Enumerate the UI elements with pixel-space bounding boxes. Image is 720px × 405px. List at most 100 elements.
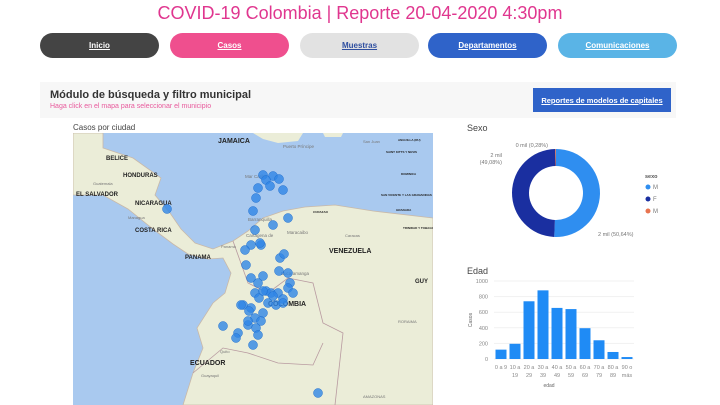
nav-button-inicio[interactable]: Inicio [40, 33, 159, 58]
map-label: Maracaibo [287, 230, 309, 235]
case-dot[interactable] [274, 266, 284, 276]
map-label: PANAMA [185, 255, 212, 261]
bar-60 a 69[interactable] [579, 328, 591, 359]
x-tick-label: 59 [568, 373, 574, 379]
capital-models-report-button[interactable]: Reportes de modelos de capitales [533, 88, 671, 112]
x-tick-label: 80 a [608, 365, 620, 371]
map-label: CURAZAO [313, 210, 329, 214]
bar-0 a 9[interactable] [495, 349, 507, 359]
nav-button-casos[interactable]: Casos [170, 33, 289, 58]
map-label: Bucaramanga [281, 271, 310, 276]
sex-donut-chart[interactable]: 2 mil (50,64%) 2 mil(49,08%) 0 mil (0,28%)… [460, 135, 720, 250]
panel-subtitle: Haga click en el mapa para seleccionar e… [50, 103, 212, 110]
map-label: Managua [128, 215, 145, 220]
x-tick-label: 79 [596, 373, 602, 379]
case-dot[interactable] [246, 273, 256, 283]
bar-80 a 89[interactable] [607, 351, 619, 359]
donut-slice-1[interactable] [511, 149, 556, 237]
x-tick-label: 10 a [510, 365, 522, 371]
donut-slice-2[interactable] [555, 149, 556, 167]
case-dot[interactable] [231, 333, 241, 343]
panel-title: Módulo de búsqueda y filtro municipal [50, 89, 252, 101]
case-dot[interactable] [278, 298, 288, 308]
case-dot[interactable] [253, 278, 263, 288]
case-dot[interactable] [268, 291, 278, 301]
legend-marker [645, 196, 651, 202]
donut-data-label: 2 mil [490, 153, 502, 159]
bar-20 a 29[interactable] [523, 301, 535, 359]
case-dot[interactable] [241, 260, 251, 270]
case-dot[interactable] [279, 249, 289, 259]
legend-item[interactable]: M [653, 209, 658, 215]
case-dot[interactable] [288, 288, 298, 298]
bar-10 a 19[interactable] [509, 343, 521, 359]
case-dot[interactable] [244, 306, 254, 316]
bar-50 a 59[interactable] [565, 309, 577, 359]
x-tick-label: más [622, 373, 633, 379]
y-tick-label: 400 [479, 326, 488, 332]
map-label: NICARAGUA [135, 201, 172, 207]
case-dot[interactable] [258, 286, 268, 296]
y-tick-label: 1000 [476, 279, 488, 285]
case-dot[interactable] [265, 181, 275, 191]
y-tick-label: 800 [479, 295, 488, 301]
x-tick-label: 39 [540, 373, 546, 379]
map-label: Mar Caribe [245, 174, 268, 179]
nav-button-departamentos[interactable]: Departamentos [428, 33, 547, 58]
x-axis-label: edad [543, 383, 554, 389]
case-dot[interactable] [258, 271, 268, 281]
map-label: Guayaquil [201, 373, 219, 378]
map-label: Quito [220, 349, 230, 354]
legend-marker [645, 184, 651, 190]
legend-item[interactable]: M [653, 185, 658, 191]
case-dot[interactable] [243, 316, 253, 326]
case-dot[interactable] [278, 185, 288, 195]
case-dot[interactable] [248, 340, 258, 350]
case-dot[interactable] [256, 316, 266, 326]
case-dot[interactable] [236, 300, 246, 310]
case-dot[interactable] [274, 174, 284, 184]
map-label: Caracas [345, 233, 360, 238]
case-dot[interactable] [218, 321, 228, 331]
case-dot[interactable] [253, 183, 263, 193]
donut-slice-0[interactable] [554, 149, 600, 237]
x-tick-label: 29 [526, 373, 532, 379]
case-dot[interactable] [268, 220, 278, 230]
nav-button-comunicaciones[interactable]: Comunicaciones [558, 33, 677, 58]
bar-30 a 39[interactable] [537, 290, 549, 359]
y-tick-label: 0 [485, 357, 488, 363]
map-label: AMAZONAS [363, 394, 386, 399]
case-dot[interactable] [251, 193, 261, 203]
legend-marker [645, 208, 651, 214]
bar-40 a 49[interactable] [551, 307, 563, 359]
bar-70 a 79[interactable] [593, 340, 605, 359]
nav-button-muestras[interactable]: Muestras [300, 33, 419, 58]
case-dot[interactable] [162, 204, 172, 214]
map-label: EL SALVADOR [76, 192, 119, 198]
case-dot[interactable] [258, 308, 268, 318]
bar-90 o más[interactable] [621, 357, 633, 359]
map-label: BELICE [106, 156, 128, 162]
case-dot[interactable] [255, 238, 265, 248]
x-tick-label: 30 a [538, 365, 550, 371]
age-bar-chart[interactable]: 0 200 400 600 800 1000 Casos 0 a 9 10 a 19 20 a 29 3… [460, 275, 720, 405]
map-label: Guatemala [93, 181, 113, 186]
border-line [232, 240, 344, 405]
case-dot[interactable] [240, 245, 250, 255]
case-dot[interactable] [283, 268, 293, 278]
case-dot[interactable] [250, 225, 260, 235]
case-dot[interactable] [313, 388, 323, 398]
cases-map[interactable]: JAMAICA BELICE HONDURAS EL SALVADOR NICARAGU… [73, 133, 433, 405]
map-label: San Juan [363, 139, 380, 144]
x-tick-label: 90 o [622, 365, 633, 371]
case-dot[interactable] [253, 330, 263, 340]
map-label: SAN VICENTE Y LAS GRANADINAS [381, 193, 432, 197]
map-label: JAMAICA [218, 138, 250, 145]
y-tick-label: 600 [479, 310, 488, 316]
legend-item[interactable]: F [653, 197, 657, 203]
case-dot[interactable] [283, 213, 293, 223]
map-label: GUY [415, 279, 428, 285]
case-dot[interactable] [248, 206, 258, 216]
y-tick-label: 200 [479, 341, 488, 347]
map-label: Barranquilla [248, 217, 273, 222]
